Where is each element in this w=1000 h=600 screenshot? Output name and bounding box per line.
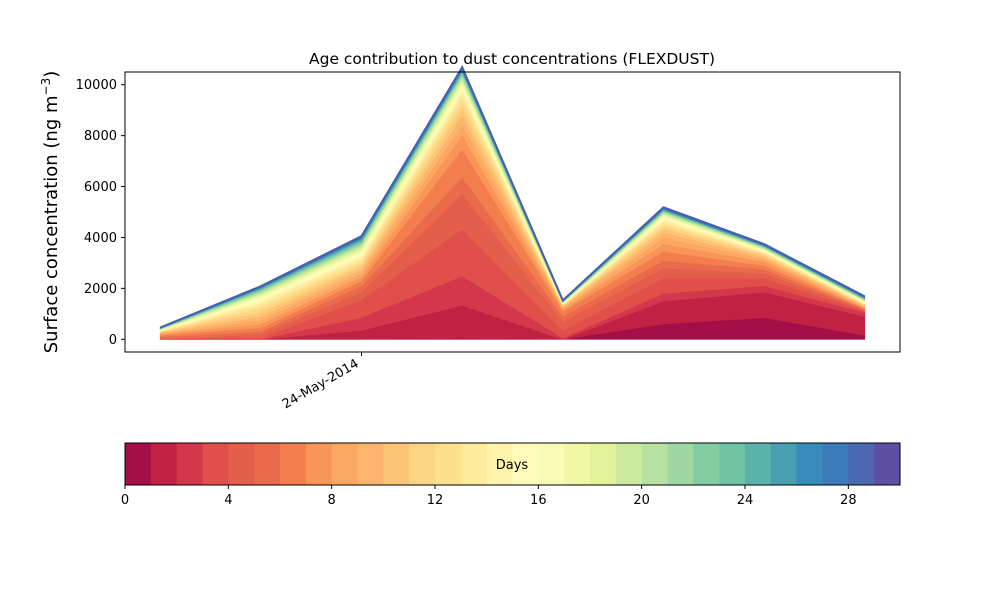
colorbar-segment: [590, 443, 617, 485]
colorbar-segment: [228, 443, 255, 485]
x-tick-label: 24-May-2014: [280, 356, 362, 412]
colorbar-segment: [512, 443, 539, 485]
colorbar-segment: [770, 443, 798, 485]
colorbar-frame: [124, 442, 901, 486]
colorbar-label: Days: [496, 458, 529, 473]
colorbar-segment: [280, 443, 307, 485]
colorbar-segment: [202, 443, 229, 485]
colorbar-segment: [822, 443, 849, 485]
y-tick-label: 10000: [76, 78, 117, 93]
colorbar-tick-label: 0: [121, 493, 129, 508]
colorbar-segment: [331, 443, 358, 485]
chart-title: Age contribution to dust concentrations …: [309, 50, 715, 68]
colorbar-segment: [460, 443, 488, 485]
colorbar-segment: [796, 443, 823, 485]
y-axis-label: Surface concentration (ng m−3): [39, 71, 62, 354]
colorbar-segment: [615, 443, 643, 485]
y-axis: 0 2000 4000 6000 8000 10000: [76, 78, 125, 348]
colorbar-segment: [667, 443, 694, 485]
colorbar-tick-label: 16: [530, 493, 547, 508]
colorbar-segment: [383, 443, 410, 485]
colorbar-segment: [254, 443, 281, 485]
colorbar: [125, 443, 901, 485]
colorbar-segment: [848, 443, 875, 485]
colorbar-segment: [357, 443, 384, 485]
colorbar-tick-label: 28: [840, 493, 857, 508]
colorbar-tick-label: 12: [427, 493, 444, 508]
colorbar-tick-label: 20: [633, 493, 650, 508]
y-tick-label: 6000: [84, 180, 117, 195]
colorbar-segment: [641, 443, 668, 485]
x-axis: 24-May-2014: [280, 352, 363, 412]
colorbar-tick-label: 8: [328, 493, 336, 508]
colorbar-segment: [564, 443, 591, 485]
colorbar-segment: [486, 443, 513, 485]
colorbar-segment: [719, 443, 746, 485]
y-tick-label: 2000: [84, 282, 117, 297]
colorbar-segment: [874, 443, 901, 485]
colorbar-tick-label: 4: [224, 493, 232, 508]
colorbar-segment: [693, 443, 720, 485]
colorbar-segment: [435, 443, 462, 485]
colorbar-segment: [745, 443, 772, 485]
plot-area: [159, 65, 866, 340]
y-tick-label: 4000: [84, 231, 117, 246]
colorbar-segment: [409, 443, 436, 485]
colorbar-segment: [305, 443, 333, 485]
colorbar-segment: [150, 443, 178, 485]
total-outline-line: [159, 65, 866, 329]
plot-frame: [124, 71, 901, 353]
colorbar-tick-label: 24: [737, 493, 754, 508]
y-tick-label: 0: [109, 333, 117, 348]
colorbar-segment: [125, 443, 152, 485]
y-tick-label: 8000: [84, 129, 117, 144]
colorbar-segment: [176, 443, 203, 485]
colorbar-ticks: 0 4 8 12 16 20 24 28: [121, 485, 857, 508]
colorbar-segment: [538, 443, 565, 485]
